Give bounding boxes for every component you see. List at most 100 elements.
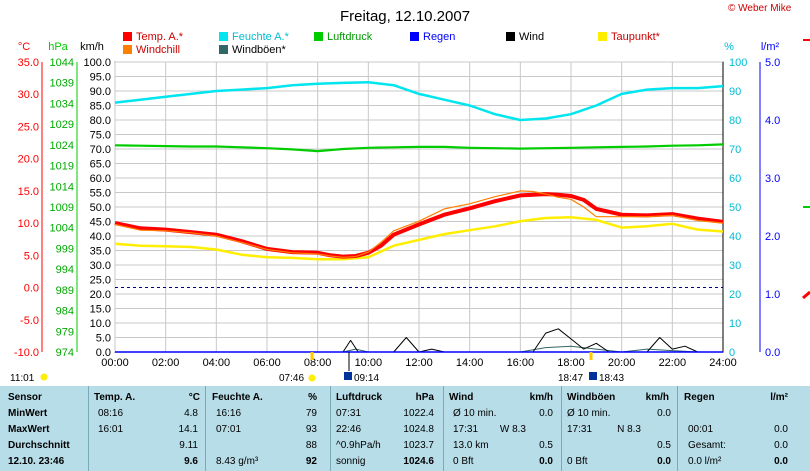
pressure-tick-label: 1019 (50, 161, 74, 173)
table-value: 9.11 (179, 440, 198, 451)
temp-tick-label: -5.0 (20, 315, 39, 327)
wind-tick-label: 15.0 (90, 304, 111, 316)
table-detail: 0.0 l/m² (688, 456, 722, 467)
table-value: 0.0 (657, 408, 671, 419)
clipped-fragment (802, 290, 810, 300)
wind-tick-label: 70.0 (90, 144, 111, 156)
x-tick-label: 18:00 (557, 357, 585, 369)
pressure-tick-label: 1029 (50, 119, 74, 131)
table-detail: N 8.3 (617, 424, 641, 435)
legend-item: Windböen* (219, 44, 286, 56)
table-unit: °C (188, 392, 200, 403)
pressure-tick-label: 1039 (50, 78, 74, 90)
table-value: 0.0 (539, 456, 553, 467)
table-header: Temp. A. (94, 392, 136, 403)
table-divider (443, 386, 444, 471)
rain-tick-label: 1.0 (765, 289, 780, 301)
pressure-tick-label: 1044 (50, 57, 74, 69)
pressure-tick-label: 974 (56, 347, 74, 359)
row-label: MinWert (8, 408, 48, 419)
table-value: 0.0 (657, 456, 671, 467)
table-detail: Ø 10 min. (567, 408, 611, 419)
row-label: 12.10. 23:46 (8, 456, 65, 467)
hum-tick-label: 20 (729, 289, 741, 301)
legend-item: Wind (506, 31, 544, 43)
table-unit: km/h (529, 392, 553, 403)
wind-tick-label: 50.0 (90, 202, 111, 214)
wind-tick-label: 95.0 (90, 72, 111, 84)
wind-tick-label: 35.0 (90, 246, 111, 258)
hum-tick-label: 70 (729, 144, 741, 156)
wind-tick-label: 80.0 (90, 115, 111, 127)
wind-unit: km/h (80, 41, 104, 53)
series-line-tempa (114, 192, 724, 259)
row-label: MaxWert (8, 424, 50, 435)
sunrise-time: 07:46 (279, 373, 304, 384)
table-value: 0.0 (774, 440, 788, 451)
x-tick-label: 08:00 (304, 357, 332, 369)
legend-swatch (314, 32, 323, 41)
daylight-duration: 11:01 (10, 373, 35, 384)
table-value: 1023.7 (403, 440, 434, 451)
rain-tick-label: 0.0 (765, 347, 780, 359)
table-unit: l/m² (770, 392, 788, 403)
temp-tick-label: 35.0 (18, 57, 39, 69)
chart-title: Freitag, 12.10.2007 (340, 8, 470, 25)
x-tick-label: 02:00 (152, 357, 180, 369)
table-divider (561, 386, 562, 471)
hum-tick-label: 100 (729, 57, 747, 69)
rain-tick-label: 4.0 (765, 115, 780, 127)
weather-chart: Freitag, 12.10.2007 °C hPa km/h% l/m² 35.0 30.… (10, 8, 810, 384)
table-detail: 16:01 (98, 424, 124, 435)
table-value: 1024.6 (403, 456, 434, 467)
legend-item: Windchill (123, 44, 180, 56)
moonrise-icon (344, 372, 352, 380)
pressure-tick-label: 999 (56, 243, 74, 255)
temp-tick-label: -10.0 (14, 347, 39, 359)
table-detail: 08:16 (98, 408, 124, 419)
wind-tick-label: 0.0 (96, 347, 111, 359)
table-value: 1024.8 (403, 424, 434, 435)
table-header: Regen (684, 392, 715, 403)
table-detail: Gesamt: (688, 440, 726, 451)
pressure-tick-label: 1014 (50, 181, 74, 193)
hum-tick-label: 0 (729, 347, 735, 359)
temp-tick-label: 5.0 (24, 250, 39, 262)
temp-tick-label: 25.0 (18, 121, 39, 133)
legend-swatch (123, 45, 132, 54)
x-tick-label: 20:00 (608, 357, 636, 369)
rain-unit: l/m² (761, 41, 780, 53)
legend-swatch (410, 32, 419, 41)
table-detail: 07:01 (216, 424, 242, 435)
table-value: 79 (305, 408, 317, 419)
stats-table: Sensor MinWert MaxWert Durchschnitt 12.10. 2… (0, 386, 810, 471)
legend-label: Windchill (136, 44, 181, 56)
series-line-windchill (114, 190, 724, 258)
wind-tick-label: 30.0 (90, 260, 111, 272)
pressure-tick-label: 979 (56, 326, 74, 338)
table-detail: 0 Bft (453, 456, 474, 467)
table-divider (677, 386, 678, 471)
x-tick-label: 10:00 (355, 357, 383, 369)
pressure-tick-label: 1024 (50, 140, 74, 152)
x-tick-label: 04:00 (203, 357, 231, 369)
legend-item: Temp. A.* (123, 31, 183, 43)
legend-swatch (598, 32, 607, 41)
temp-unit: °C (18, 41, 30, 53)
legend-swatch (219, 32, 228, 41)
series-line-feuchtea (114, 81, 724, 122)
wind-tick-label: 55.0 (90, 188, 111, 200)
legend-label: Windböen* (232, 44, 286, 56)
wind-tick-label: 75.0 (90, 130, 111, 142)
sunset-time: 18:47 (558, 373, 583, 384)
table-divider (330, 386, 331, 471)
table-value: 0.0 (774, 456, 788, 467)
rain-tick-label: 5.0 (765, 57, 780, 69)
pressure-tick-label: 989 (56, 285, 74, 297)
pressure-tick-label: 1004 (50, 223, 74, 235)
sun-icon (40, 373, 48, 381)
temp-tick-label: 20.0 (18, 154, 39, 166)
pressure-tick-label: 1034 (50, 98, 74, 110)
sunrise-icon (308, 374, 316, 382)
legend-item: Luftdruck (314, 31, 372, 43)
